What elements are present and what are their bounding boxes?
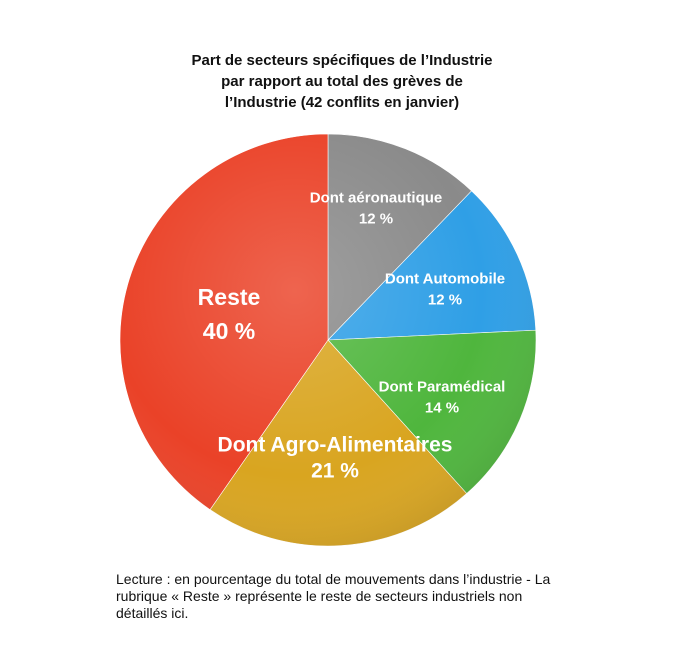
reading-note-line: Lecture : en pourcentage du total de mou… bbox=[116, 571, 551, 587]
chart-title: Part de secteurs spécifiques de l’Indust… bbox=[0, 50, 684, 113]
slice-value-label: 40 % bbox=[203, 318, 255, 344]
chart-title-line: Part de secteurs spécifiques de l’Indust… bbox=[191, 52, 493, 69]
slice-label: Dont Automobile bbox=[385, 270, 505, 287]
slice-value-label: 12 % bbox=[428, 291, 462, 308]
slice-label: Reste bbox=[198, 284, 261, 310]
chart-title-line: par rapport au total des grèves de bbox=[221, 73, 463, 90]
chart-title-line: l’Industrie (42 conflits en janvier) bbox=[224, 94, 460, 111]
slice-label: Dont aéronautique bbox=[310, 189, 443, 206]
reading-note-line: rubrique « Reste » représente le reste d… bbox=[116, 588, 523, 604]
slice-value-label: 14 % bbox=[425, 399, 459, 416]
slice-value-label: 21 % bbox=[311, 459, 359, 482]
reading-note-line: détaillés ici. bbox=[116, 605, 189, 621]
slice-value-label: 12 % bbox=[359, 210, 393, 227]
slice-label: Dont Paramédical bbox=[379, 378, 506, 395]
slice-label: Dont Agro-Alimentaires bbox=[218, 433, 453, 456]
slice-labels: Dont aéronautique 12 % Dont Automobile 12 %… bbox=[198, 189, 506, 482]
reading-note: Lecture : en pourcentage du total de mou… bbox=[116, 571, 656, 622]
